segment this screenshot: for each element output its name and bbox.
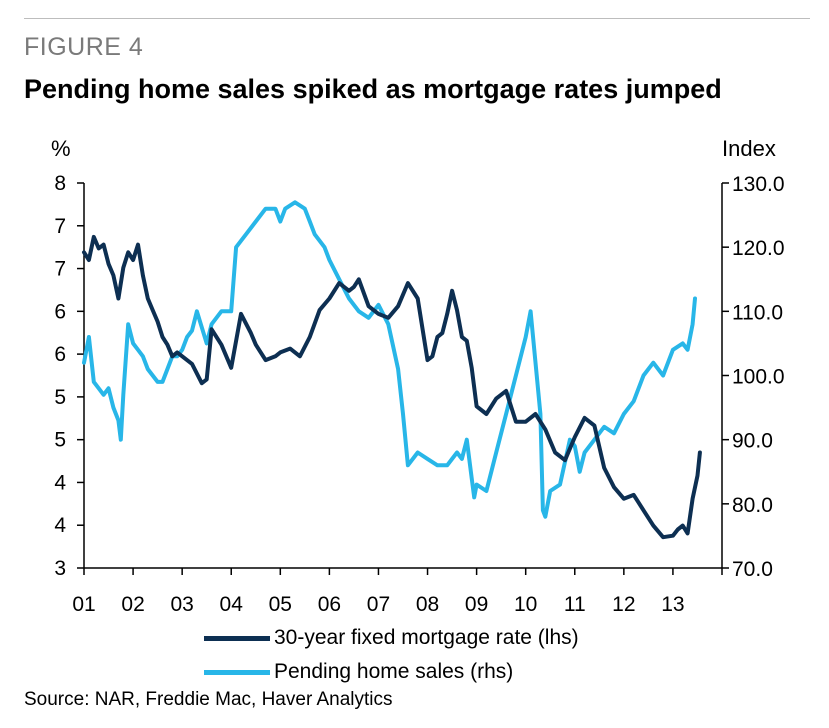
- left-tick-label: 5: [54, 429, 66, 452]
- x-tick-label: 09: [465, 593, 488, 616]
- top-rule: [24, 18, 810, 19]
- x-tick-label: 10: [514, 593, 537, 616]
- x-tick-label: 06: [318, 593, 341, 616]
- legend-swatch-pending: [204, 669, 270, 675]
- series-layer: [82, 200, 702, 540]
- tick-labels: 8 7 7 6 6 5 5 4 4 3 130.0 120.0 110.0 100.0 90.0 80.0 70…: [54, 172, 784, 616]
- left-tick-label: 6: [54, 343, 66, 366]
- series-line-pending-sales: [82, 200, 697, 519]
- left-tick-label: 5: [54, 386, 66, 409]
- x-tick-label: 02: [121, 593, 144, 616]
- legend: 30-year fixed mortgage rate (lhs) Pendin…: [204, 621, 579, 689]
- legend-item-mortgage: 30-year fixed mortgage rate (lhs): [204, 621, 579, 655]
- x-tick-label: 08: [416, 593, 439, 616]
- x-tick-label: 01: [72, 593, 95, 616]
- right-tick-label: 120.0: [732, 237, 785, 260]
- legend-swatch-mortgage: [204, 635, 270, 641]
- left-tick-label: 4: [54, 514, 66, 537]
- right-tick-label: 110.0: [732, 301, 783, 324]
- right-tick-label: 130.0: [732, 173, 785, 196]
- legend-label-mortgage: 30-year fixed mortgage rate (lhs): [274, 626, 579, 649]
- x-tick-label: 12: [612, 593, 635, 616]
- legend-item-pending: Pending home sales (rhs): [204, 655, 579, 689]
- x-tick-label: 03: [170, 593, 193, 616]
- x-tick-label: 04: [220, 593, 244, 616]
- left-tick-label: 8: [54, 172, 66, 195]
- x-tick-label: 07: [367, 593, 390, 616]
- right-tick-label: 80.0: [732, 494, 773, 517]
- left-tick-label: 7: [54, 258, 66, 281]
- x-tick-label: 05: [269, 593, 292, 616]
- x-tick-label: 13: [661, 593, 684, 616]
- left-axis-unit: %: [51, 136, 71, 161]
- series-line-mortgage-rate: [82, 234, 702, 540]
- left-tick-label: 7: [54, 215, 66, 238]
- chart-axes: [77, 182, 729, 575]
- right-axis-unit: Index: [722, 136, 776, 161]
- right-tick-label: 100.0: [732, 366, 785, 389]
- right-tick-label: 70.0: [732, 558, 773, 581]
- right-tick-label: 90.0: [732, 430, 773, 453]
- left-tick-label: 3: [54, 557, 66, 580]
- left-tick-label: 6: [54, 300, 66, 323]
- legend-label-pending: Pending home sales (rhs): [274, 660, 514, 683]
- figure-label: FIGURE 4: [24, 33, 144, 61]
- left-tick-label: 4: [54, 471, 66, 494]
- x-tick-label: 11: [564, 593, 586, 616]
- source-note: Source: NAR, Freddie Mac, Haver Analytic…: [24, 689, 393, 710]
- chart-title: Pending home sales spiked as mortgage ra…: [24, 74, 722, 104]
